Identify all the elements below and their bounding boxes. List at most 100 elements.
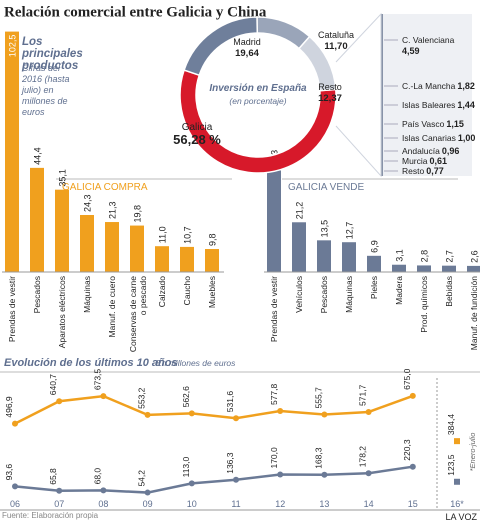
- bar: [267, 170, 281, 272]
- source: Fuente: Elaboración propia: [2, 511, 99, 520]
- x-tick-label: Máquinas: [344, 276, 354, 313]
- x-tick-label: Caucho: [182, 276, 192, 306]
- slice-value: 11,70: [324, 41, 347, 52]
- value-label: 168,3: [313, 447, 323, 469]
- value-label: 577,8: [269, 383, 279, 405]
- slice-value: 12,37: [318, 93, 342, 104]
- donut-slice: [297, 35, 337, 92]
- x-tick-label: Aparatos eléctricos: [57, 276, 67, 348]
- slice-value: 19,64: [235, 48, 259, 59]
- value-label: 136,3: [225, 452, 235, 474]
- value-label: 2,8: [420, 250, 430, 263]
- breakdown-label: País Vasco: [402, 119, 445, 129]
- point: [12, 483, 18, 490]
- point: [409, 392, 416, 399]
- x-tick-label: 14: [364, 499, 374, 509]
- x-tick-label: Manuf. de fundición: [469, 276, 479, 350]
- breakdown-link: [335, 12, 382, 178]
- value-label: 640,7: [48, 374, 58, 396]
- bar: [155, 246, 169, 272]
- breakdown-value: 0,96: [442, 146, 460, 156]
- panel-title: GALICIA COMPRA: [62, 182, 148, 193]
- x-tick-label: Pescados: [32, 276, 42, 313]
- breakdown-label: Andalucía: [402, 146, 440, 156]
- bar: [205, 249, 219, 272]
- value-label: 553,2: [137, 387, 147, 409]
- x-tick-label: Calzado: [157, 276, 167, 307]
- value-label: 68,0: [92, 468, 102, 485]
- breakdown-value: 1,44: [457, 100, 475, 110]
- point: [188, 480, 195, 487]
- bar: [180, 246, 194, 272]
- breakdown-value: 1,15: [446, 119, 464, 129]
- point: [409, 463, 416, 470]
- bar: [130, 225, 144, 272]
- value-label: 6,9: [370, 240, 380, 253]
- x-tick-label: 06: [10, 499, 20, 509]
- point: [454, 478, 460, 485]
- x-tick-label: 13: [319, 499, 329, 509]
- bar: [442, 265, 456, 272]
- slice-label: Resto: [318, 82, 342, 92]
- breakdown-label: C. Valenciana: [402, 35, 455, 45]
- bar: [392, 264, 406, 272]
- bar: [30, 167, 44, 272]
- x-tick-label: 12: [275, 499, 285, 509]
- slice-label: Galicia: [182, 122, 213, 133]
- value-label: 35,1: [58, 169, 68, 187]
- value-label: 571,7: [358, 384, 368, 406]
- breakdown-value: 4,59: [402, 46, 420, 56]
- slice-label: Cataluña: [318, 30, 354, 40]
- value-label: 13,5: [320, 220, 330, 238]
- value-label: 2,7: [445, 250, 455, 263]
- x-tick-label: 16*: [450, 499, 464, 509]
- value-label: 24,3: [83, 194, 93, 212]
- point: [188, 410, 195, 417]
- point: [233, 476, 239, 483]
- breakdown-label: Islas Baleares: [402, 100, 455, 110]
- value-label: 102,5: [8, 35, 18, 58]
- point: [56, 398, 63, 405]
- pie-subtitle: (en porcentaje): [229, 96, 286, 106]
- breakdown-label: C.-La Mancha: [402, 81, 456, 91]
- x-tick-label: 15: [408, 499, 418, 509]
- line-subtitle: En millones de euros: [156, 358, 236, 368]
- value-label: 19,8: [133, 205, 143, 223]
- value-label: 21,3: [108, 202, 118, 220]
- point: [12, 420, 18, 427]
- panel-title: GALICIA VENDE: [288, 182, 364, 193]
- breakdown-label: Murcia: [402, 156, 428, 166]
- value-label: 12,7: [345, 222, 355, 240]
- point: [144, 411, 151, 418]
- breakdown-label: Resto: [402, 166, 424, 176]
- point: [277, 408, 284, 415]
- x-tick-label: 10: [187, 499, 197, 509]
- x-tick-label: 11: [231, 499, 240, 509]
- bar: [417, 265, 431, 272]
- bar: [105, 222, 119, 272]
- series-line: [14, 465, 413, 494]
- value-label: 113,0: [181, 456, 191, 477]
- value-label: 93,6: [4, 464, 14, 481]
- bar: [55, 189, 69, 272]
- value-label: 10,7: [183, 226, 193, 244]
- breakdown-box: [382, 14, 472, 176]
- point: [365, 470, 372, 477]
- point: [321, 471, 328, 478]
- value-label: 178,2: [358, 446, 368, 468]
- value-label: 54,2: [137, 470, 147, 487]
- brand: LA VOZ: [445, 512, 477, 522]
- value-label: 9,8: [208, 233, 218, 246]
- point: [277, 471, 284, 478]
- point: [144, 489, 151, 496]
- value-label: 65,8: [48, 468, 58, 485]
- bar: [342, 242, 356, 272]
- point: [321, 411, 328, 418]
- x-tick-label: 07: [54, 499, 64, 509]
- bar: [317, 240, 331, 272]
- products-note: Cifras del 2016 (hasta julio) en millone…: [22, 63, 70, 117]
- value-label: 220,3: [402, 439, 412, 461]
- bar: [367, 255, 381, 272]
- series-line: [14, 394, 414, 425]
